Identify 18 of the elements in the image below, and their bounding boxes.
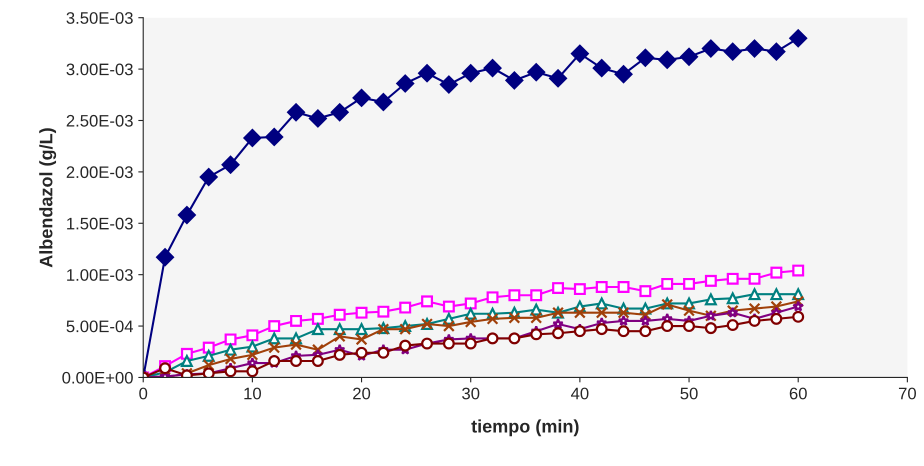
y-tick-label: 3.50E-03 xyxy=(66,12,133,24)
x-tick-label: 40 xyxy=(570,388,588,400)
x-tick-label: 30 xyxy=(462,388,480,400)
x-tick-label: 0 xyxy=(139,388,148,400)
y-tick-label: 2.00E-03 xyxy=(66,166,133,178)
x-tick-label: 10 xyxy=(244,388,261,400)
y-tick-label: 3.00E-03 xyxy=(66,64,133,76)
x-tick-label: 70 xyxy=(898,388,916,400)
x-tick-label: 60 xyxy=(790,388,807,400)
y-tick-label: 0.00E+00 xyxy=(62,372,133,384)
x-tick-label: 20 xyxy=(353,388,370,400)
y-tick-label: 2.50E-03 xyxy=(66,114,133,127)
y-tick-label: 1.00E-03 xyxy=(67,269,133,281)
y-tick-label: 1.50E-03 xyxy=(67,218,133,230)
y-axis-title: Albendazol (g/L) xyxy=(39,128,56,268)
x-axis-title: tiempo (min) xyxy=(471,419,579,436)
y-tick-label: 5.00E-04 xyxy=(66,320,134,332)
x-tick-label: 50 xyxy=(680,388,698,400)
